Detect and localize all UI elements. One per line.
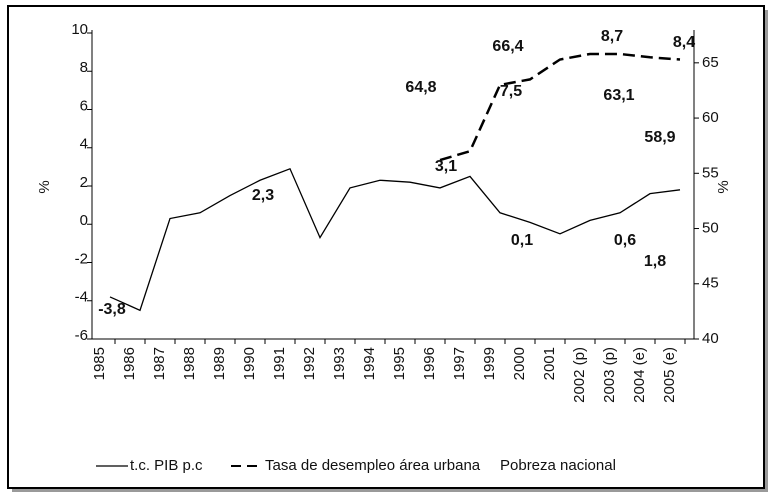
annotation: 66,4 bbox=[492, 38, 523, 55]
x-tick-label: 2000 bbox=[511, 347, 528, 380]
x-tick-label: 2003 (p) bbox=[601, 347, 618, 403]
annotation: 7,5 bbox=[500, 83, 522, 100]
y-tick-label: -4 bbox=[75, 289, 88, 306]
x-tick-label: 2002 (p) bbox=[571, 347, 588, 403]
y2-tick-label: 60 bbox=[702, 109, 719, 126]
annotation: 63,1 bbox=[603, 87, 634, 104]
annotation: 8,7 bbox=[601, 28, 623, 45]
annotation: 0,6 bbox=[614, 232, 636, 249]
y2-tick-label: 65 bbox=[702, 54, 719, 71]
y2-tick-label: 55 bbox=[702, 164, 719, 181]
y2-tick-label: 40 bbox=[702, 330, 719, 347]
x-tick-label: 1999 bbox=[481, 347, 498, 380]
legend-label: Pobreza nacional bbox=[500, 457, 616, 474]
legend-label: t.c. PIB p.c bbox=[130, 457, 203, 474]
annotation: 58,9 bbox=[644, 129, 675, 146]
x-tick-label: 1988 bbox=[181, 347, 198, 380]
legend-label: Tasa de desempleo área urbana bbox=[265, 457, 481, 474]
y-axis-label: % bbox=[36, 180, 53, 193]
annotation: 2,3 bbox=[252, 187, 274, 204]
y-tick-label: 8 bbox=[80, 59, 88, 76]
y-tick-label: 4 bbox=[80, 136, 88, 153]
x-tick-label: 1991 bbox=[271, 347, 288, 380]
x-tick-label: 1985 bbox=[91, 347, 108, 380]
x-tick-label: 1990 bbox=[241, 347, 258, 380]
x-tick-label: 1995 bbox=[391, 347, 408, 380]
x-tick-label: 1989 bbox=[211, 347, 228, 380]
y-tick-label: 2 bbox=[80, 174, 88, 191]
x-tick-label: 2004 (e) bbox=[631, 347, 648, 403]
x-tick-label: 1996 bbox=[421, 347, 438, 380]
annotation: 3,1 bbox=[435, 158, 457, 175]
x-tick-label: 2005 (e) bbox=[661, 347, 678, 403]
y2-tick-label: 50 bbox=[702, 219, 719, 236]
y2-axis-label: % bbox=[715, 180, 732, 193]
y-tick-label: 0 bbox=[80, 212, 88, 229]
x-tick-label: 1987 bbox=[151, 347, 168, 380]
x-tick-label: 2001 bbox=[541, 347, 558, 380]
annotation: 8,4 bbox=[673, 34, 695, 51]
y2-tick-label: 45 bbox=[702, 275, 719, 292]
x-tick-label: 1992 bbox=[301, 347, 318, 380]
series-line bbox=[439, 52, 681, 162]
x-tick-label: 1986 bbox=[121, 347, 138, 380]
annotation: -3,8 bbox=[98, 301, 126, 318]
y-tick-label: 10 bbox=[71, 21, 88, 38]
series-line bbox=[109, 167, 681, 312]
y-tick-label: -6 bbox=[75, 327, 88, 344]
annotation: 64,8 bbox=[405, 79, 436, 96]
y-tick-label: 6 bbox=[80, 97, 88, 114]
frame bbox=[7, 5, 765, 489]
annotation: 0,1 bbox=[511, 232, 533, 249]
annotation: 1,8 bbox=[644, 253, 666, 270]
x-tick-label: 1993 bbox=[331, 347, 348, 380]
x-tick-label: 1997 bbox=[451, 347, 468, 380]
x-tick-label: 1994 bbox=[361, 347, 378, 380]
y-tick-label: -2 bbox=[75, 250, 88, 267]
